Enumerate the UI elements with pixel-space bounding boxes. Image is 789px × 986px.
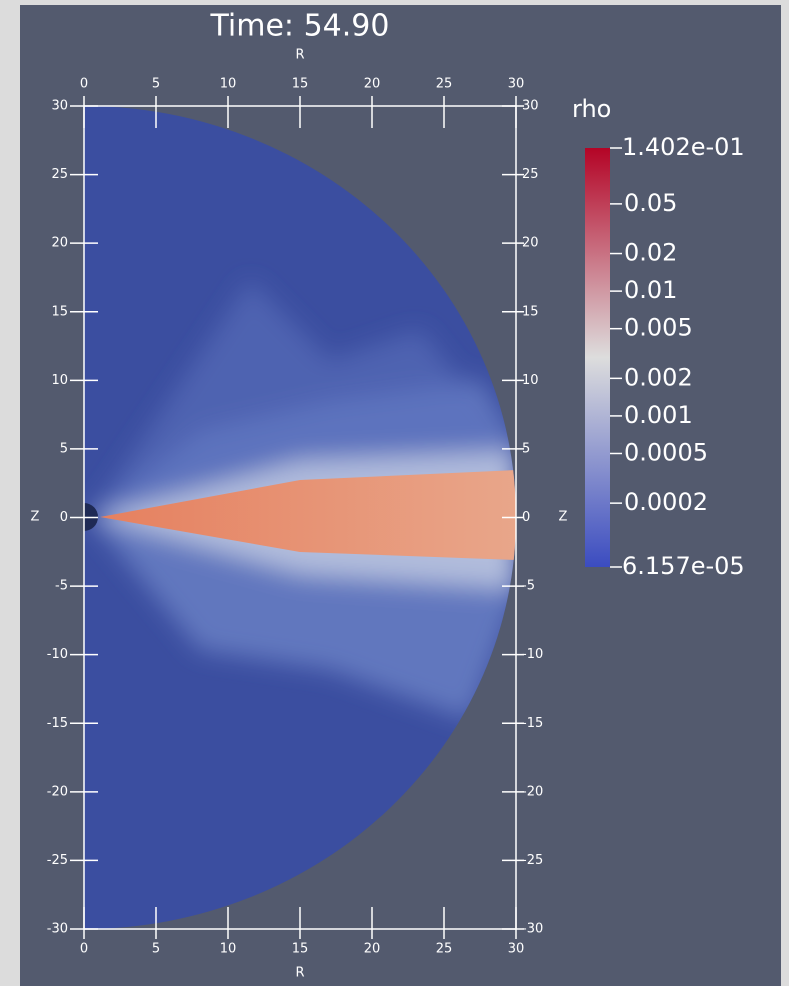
y-tick-label: 25 bbox=[522, 167, 539, 182]
y-tick-label: -30 bbox=[47, 922, 68, 937]
colorbar-tick-label: 1.402e-01 bbox=[622, 133, 745, 161]
x-tick-label: 15 bbox=[292, 77, 309, 92]
x-axis-label: R bbox=[295, 48, 304, 63]
y-tick-label: -10 bbox=[47, 647, 68, 662]
y-tick-label: 15 bbox=[51, 304, 68, 319]
x-tick-label: 30 bbox=[508, 77, 525, 92]
y-tick-label: -20 bbox=[522, 784, 543, 799]
x-tick-label: 30 bbox=[508, 942, 525, 957]
x-tick-label: 20 bbox=[364, 77, 381, 92]
colorbar bbox=[585, 148, 610, 567]
colorbar-tick-label: 0.02 bbox=[624, 239, 677, 267]
y-tick-label: -15 bbox=[522, 716, 543, 731]
colorbar-tick-label: 0.001 bbox=[624, 401, 693, 429]
colorbar-tick-label: 0.005 bbox=[624, 314, 693, 342]
x-tick-label: 25 bbox=[436, 942, 453, 957]
y-tick-label: -10 bbox=[522, 647, 543, 662]
x-tick-label: 0 bbox=[80, 77, 88, 92]
x-tick-label: 25 bbox=[436, 77, 453, 92]
y-tick-label: -5 bbox=[55, 579, 68, 594]
y-tick-label: 20 bbox=[522, 236, 539, 251]
y-tick-label: -25 bbox=[522, 853, 543, 868]
colorbar-label: rho bbox=[572, 95, 611, 123]
y-tick-label: 5 bbox=[60, 441, 68, 456]
y-tick-label: 0 bbox=[60, 510, 68, 525]
title: Time: 54.90 bbox=[210, 9, 390, 44]
y-tick-label: 10 bbox=[522, 373, 539, 388]
x-tick-label: 15 bbox=[292, 942, 309, 957]
y-tick-label: 30 bbox=[51, 99, 68, 114]
y-axis-label: Z bbox=[31, 510, 40, 525]
colorbar-tick-label: 0.05 bbox=[624, 189, 677, 217]
y-tick-label: 30 bbox=[522, 99, 539, 114]
colorbar-tick-label: 0.002 bbox=[624, 363, 693, 391]
x-tick-label: 5 bbox=[152, 77, 160, 92]
y-tick-label: 10 bbox=[51, 373, 68, 388]
y-axis-label: Z bbox=[559, 510, 568, 525]
y-tick-label: -5 bbox=[522, 579, 535, 594]
colorbar-tick-label: 0.0005 bbox=[624, 438, 708, 466]
y-tick-label: 25 bbox=[51, 167, 68, 182]
y-tick-label: 15 bbox=[522, 304, 539, 319]
x-axis-label: R bbox=[295, 966, 304, 981]
colorbar-tick-label: 6.157e-05 bbox=[622, 552, 745, 580]
y-tick-label: 0 bbox=[522, 510, 530, 525]
x-tick-label: 5 bbox=[152, 942, 160, 957]
x-tick-label: 20 bbox=[364, 942, 381, 957]
y-tick-label: -15 bbox=[47, 716, 68, 731]
y-tick-label: 5 bbox=[522, 441, 530, 456]
colorbar-tick-label: 0.01 bbox=[624, 276, 677, 304]
y-tick-label: -30 bbox=[522, 922, 543, 937]
x-tick-label: 0 bbox=[80, 942, 88, 957]
y-tick-label: -25 bbox=[47, 853, 68, 868]
y-tick-label: 20 bbox=[51, 236, 68, 251]
x-tick-label: 10 bbox=[220, 942, 237, 957]
y-tick-label: -20 bbox=[47, 784, 68, 799]
colorbar-tick-label: 0.0002 bbox=[624, 488, 708, 516]
x-tick-label: 10 bbox=[220, 77, 237, 92]
